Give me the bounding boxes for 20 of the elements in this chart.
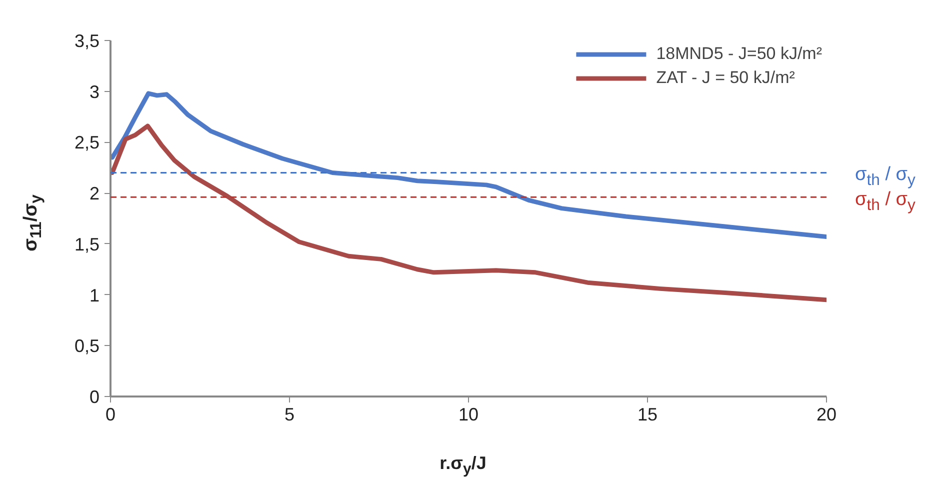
ref-line-label: σ$_{th}$ / σ$_{y}$	[855, 188, 916, 216]
x-tick-label: 15	[637, 404, 658, 424]
legend-label: 18MND5 - J=50 kJ/m²	[656, 44, 822, 64]
x-tick-label: 0	[105, 404, 116, 424]
y-tick-label: 0,5	[74, 336, 100, 356]
legend-label: ZAT - J = 50 kJ/m²	[656, 68, 795, 88]
x-axis-title: r.σ$_{y}$/J	[440, 452, 486, 480]
x-tick-label: 10	[458, 404, 479, 424]
line-series	[110, 124, 826, 302]
y-tick-label: 1,5	[74, 234, 100, 254]
x-tick-label: 20	[816, 404, 837, 424]
x-tick-label: 5	[284, 404, 295, 424]
y-tick-label: 2,5	[74, 132, 100, 153]
y-tick-label: 2	[89, 184, 100, 204]
y-tick-label: 3,5	[74, 31, 100, 51]
line-series	[110, 91, 826, 240]
y-tick-label: 3	[89, 82, 100, 102]
y-tick-label: 0	[89, 387, 100, 407]
ref-line-label: σ$_{th}$ / σ$_{y}$	[855, 164, 916, 189]
y-tick-label: 1	[89, 285, 100, 306]
